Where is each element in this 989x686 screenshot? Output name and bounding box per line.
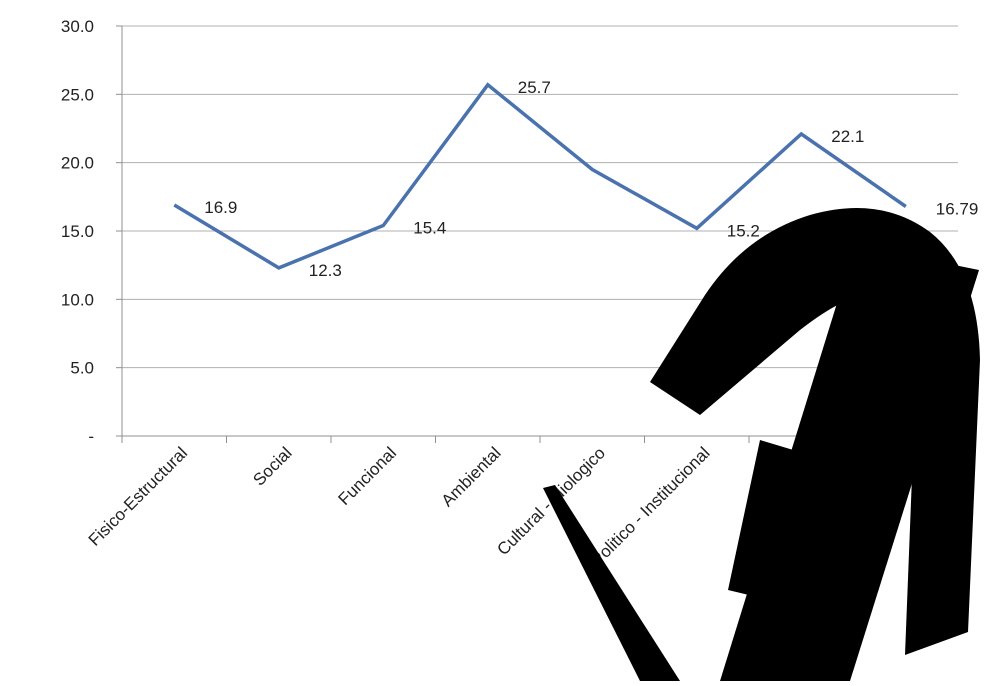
watermark-logo: [543, 208, 982, 681]
y-tick-label: 10.0: [61, 290, 94, 309]
y-tick-label: 25.0: [61, 85, 94, 104]
data-label: 15.4: [413, 219, 446, 238]
x-category-label: Funcional: [335, 443, 401, 509]
x-category-label: Fisico-Estructural: [85, 443, 191, 549]
data-label: 15.2: [727, 221, 760, 240]
y-tick-label: 30.0: [61, 17, 94, 36]
y-tick-label: -: [88, 427, 94, 446]
watermark-stroke-left-leg: [543, 485, 680, 681]
data-label: 25.7: [518, 78, 551, 97]
data-label: 16.9: [204, 198, 237, 217]
data-label: 12.3: [309, 261, 342, 280]
y-tick-label: 5.0: [70, 359, 94, 378]
y-tick-label: 15.0: [61, 222, 94, 241]
data-label: 16.79: [936, 200, 979, 219]
data-label: 22.1: [831, 127, 864, 146]
y-tick-label: 20.0: [61, 154, 94, 173]
y-axis-tick-labels: - 5.0 10.0 15.0 20.0 25.0 30.0: [61, 17, 94, 446]
x-category-label: Social: [249, 443, 295, 489]
x-category-label: Ambiental: [438, 443, 505, 510]
x-category-label: Politico - Institucional: [587, 443, 713, 569]
